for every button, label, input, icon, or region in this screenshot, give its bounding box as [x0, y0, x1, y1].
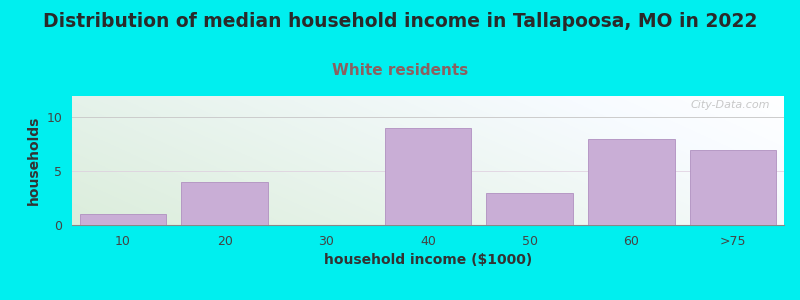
Text: City-Data.com: City-Data.com [690, 100, 770, 110]
Y-axis label: households: households [27, 116, 41, 205]
X-axis label: household income ($1000): household income ($1000) [324, 253, 532, 267]
Bar [385, 128, 471, 225]
Text: Distribution of median household income in Tallapoosa, MO in 2022: Distribution of median household income … [43, 12, 757, 31]
Bar [80, 214, 166, 225]
Bar [588, 139, 674, 225]
Bar [690, 150, 776, 225]
Bar [486, 193, 573, 225]
Bar [182, 182, 268, 225]
Text: White residents: White residents [332, 63, 468, 78]
